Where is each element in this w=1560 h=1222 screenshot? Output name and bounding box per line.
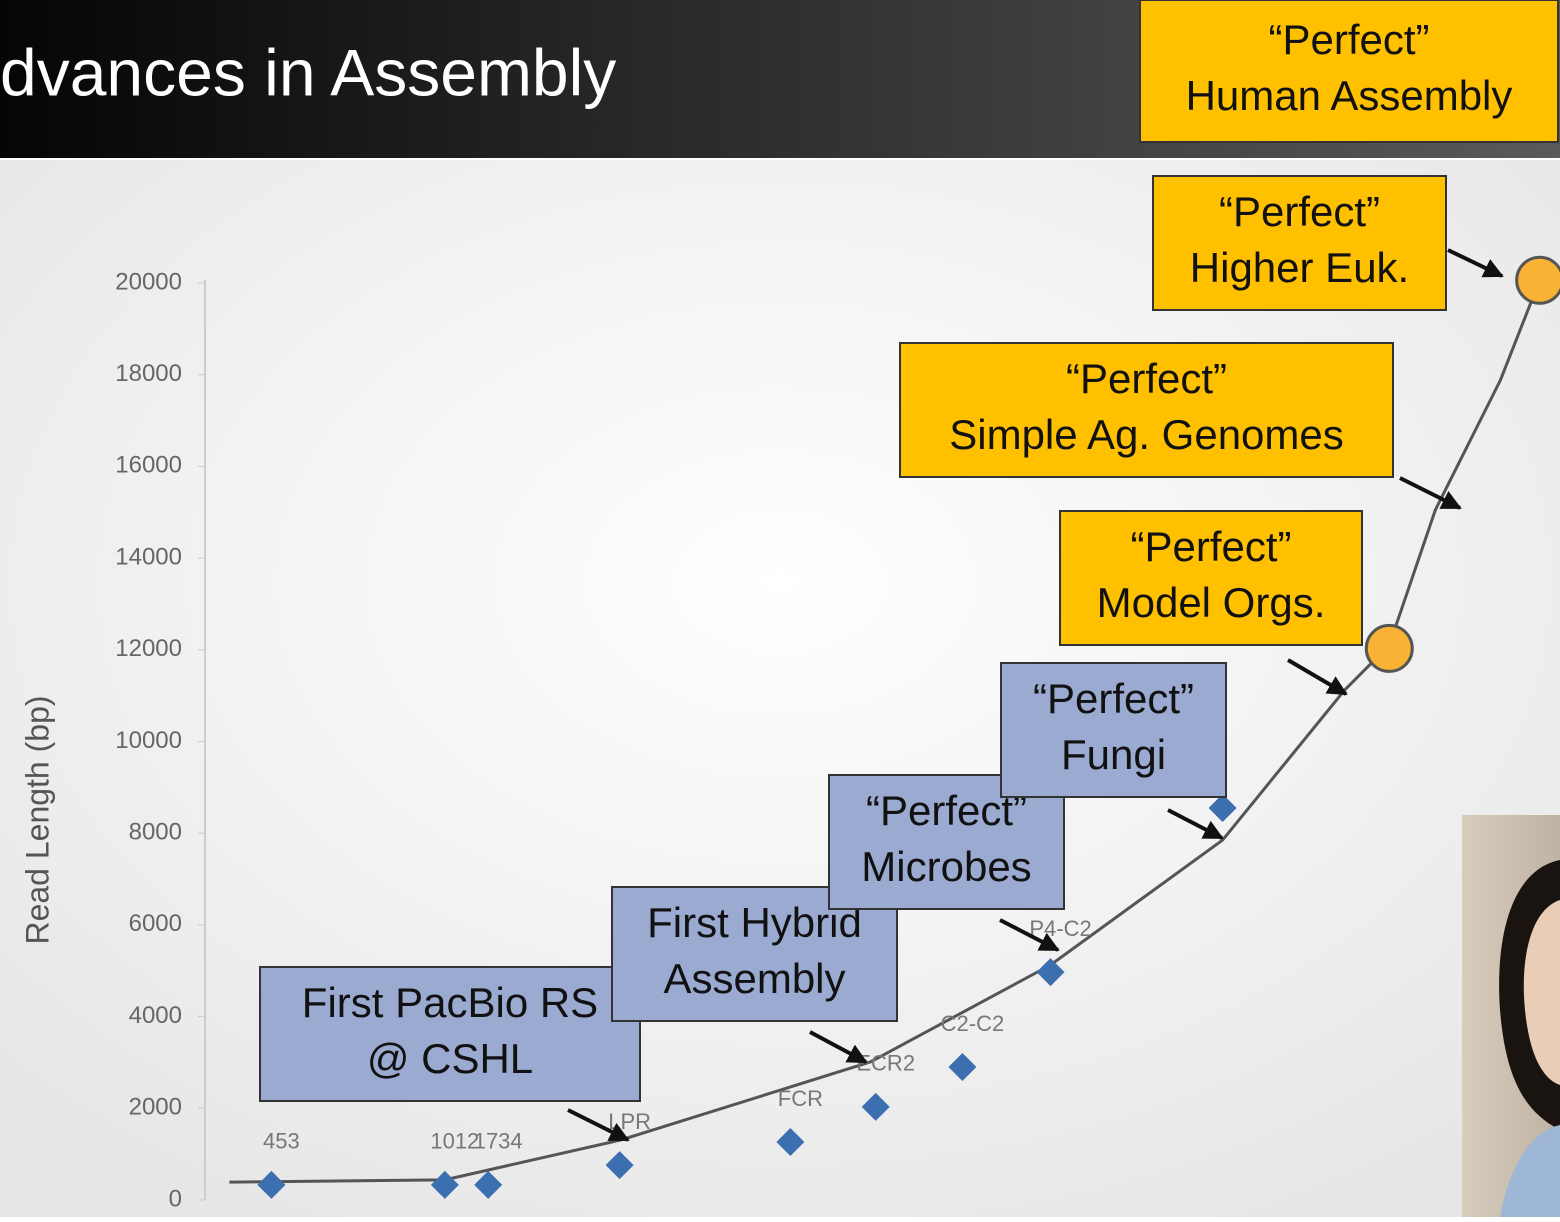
data-point xyxy=(861,1092,890,1121)
data-point xyxy=(430,1170,459,1199)
plot-background xyxy=(0,160,1560,1217)
annotation: “Perfect” Simple Ag. Genomes xyxy=(899,342,1462,510)
annotation-text: Model Orgs. xyxy=(1097,579,1326,626)
y-tick-label: 6000 xyxy=(129,910,182,937)
annotation-box xyxy=(1139,0,1559,143)
annotation: First PacBio RS @ CSHL xyxy=(259,966,641,1142)
annotation-arrow xyxy=(1447,248,1504,278)
y-tick-label: 8000 xyxy=(129,819,182,846)
annotation-arrow xyxy=(1167,808,1224,840)
annotation-text: “Perfect” xyxy=(1130,523,1291,570)
point-label: 1012 xyxy=(430,1129,479,1154)
y-tick-label: 12000 xyxy=(115,635,182,662)
annotation: “Perfect” Model Orgs. xyxy=(1059,510,1363,696)
slide-title: dvances in Assembly xyxy=(0,35,616,109)
data-point xyxy=(1208,793,1237,822)
photo-shirt xyxy=(1500,1125,1560,1217)
y-tick-label: 18000 xyxy=(115,360,182,387)
annotation: “Perfect”Microbes xyxy=(828,774,1065,952)
annotation: “Perfect” Higher Euk. xyxy=(1152,175,1504,311)
trend-line xyxy=(229,279,1542,1184)
annotation-text: Human Assembly xyxy=(1186,72,1513,119)
point-label: C2-C2 xyxy=(941,1011,1005,1036)
annotation-arrow xyxy=(999,918,1060,952)
annotation-text: Higher Euk. xyxy=(1190,244,1409,291)
annotation-arrow xyxy=(567,1108,630,1142)
annotation-box xyxy=(1059,510,1363,646)
point-label: 1734 xyxy=(474,1129,523,1154)
point-label: FCR xyxy=(778,1086,823,1111)
annotation-text: Assembly xyxy=(663,955,845,1002)
annotation-text: @ CSHL xyxy=(367,1035,533,1082)
annotation-text: “Perfect” xyxy=(1219,188,1380,235)
webcam-photo xyxy=(1462,815,1560,1217)
annotation-text: “Perfect” xyxy=(1268,16,1429,63)
annotation-text: Microbes xyxy=(861,843,1031,890)
annotation-box xyxy=(1152,175,1447,311)
point-label: P4-C2 xyxy=(1029,916,1091,941)
data-point xyxy=(1036,958,1065,987)
annotation-arrow xyxy=(1399,476,1462,510)
annotation-text: Simple Ag. Genomes xyxy=(949,411,1344,458)
photo-face xyxy=(1523,900,1560,1085)
annotation-arrow xyxy=(1286,658,1348,696)
data-point xyxy=(948,1053,977,1082)
annotation-text: “Perfect” xyxy=(1066,355,1227,402)
annotation: First Hybrid Assembly xyxy=(611,886,898,1064)
annotation-box xyxy=(899,342,1394,478)
annotations: First PacBio RS @ CSHL First Hybrid Assembl… xyxy=(259,0,1559,1142)
annotation-text: Fungi xyxy=(1061,731,1166,778)
point-label: LPR xyxy=(608,1109,651,1134)
annotation-box xyxy=(259,966,641,1102)
annotation: “Perfect” Human Assembly xyxy=(1139,0,1559,143)
annotation-text: First PacBio RS xyxy=(302,979,598,1026)
annotation-text: “Perfect” xyxy=(1033,675,1194,722)
annotation-arrow xyxy=(809,1030,868,1064)
point-label: 453 xyxy=(263,1129,300,1154)
y-tick-label: 0 xyxy=(169,1185,182,1212)
data-point xyxy=(257,1170,286,1199)
milestone-point xyxy=(1515,255,1560,305)
annotation: “Perfect” Fungi xyxy=(1000,662,1227,840)
milestone-point xyxy=(1364,623,1414,673)
y-tick-label: 14000 xyxy=(115,543,182,570)
data-point xyxy=(474,1170,503,1199)
y-tick-label: 16000 xyxy=(115,452,182,479)
y-tick-label: 2000 xyxy=(129,1094,182,1121)
data-point xyxy=(605,1151,634,1180)
y-axis-label: Read Length (bp) xyxy=(19,695,55,944)
annotation-box xyxy=(1000,662,1227,798)
data-point xyxy=(776,1127,805,1156)
y-tick-label: 4000 xyxy=(129,1002,182,1029)
y-tick-label: 20000 xyxy=(115,268,182,295)
y-tick-label: 10000 xyxy=(115,727,182,754)
annotation-text: First Hybrid xyxy=(647,899,862,946)
